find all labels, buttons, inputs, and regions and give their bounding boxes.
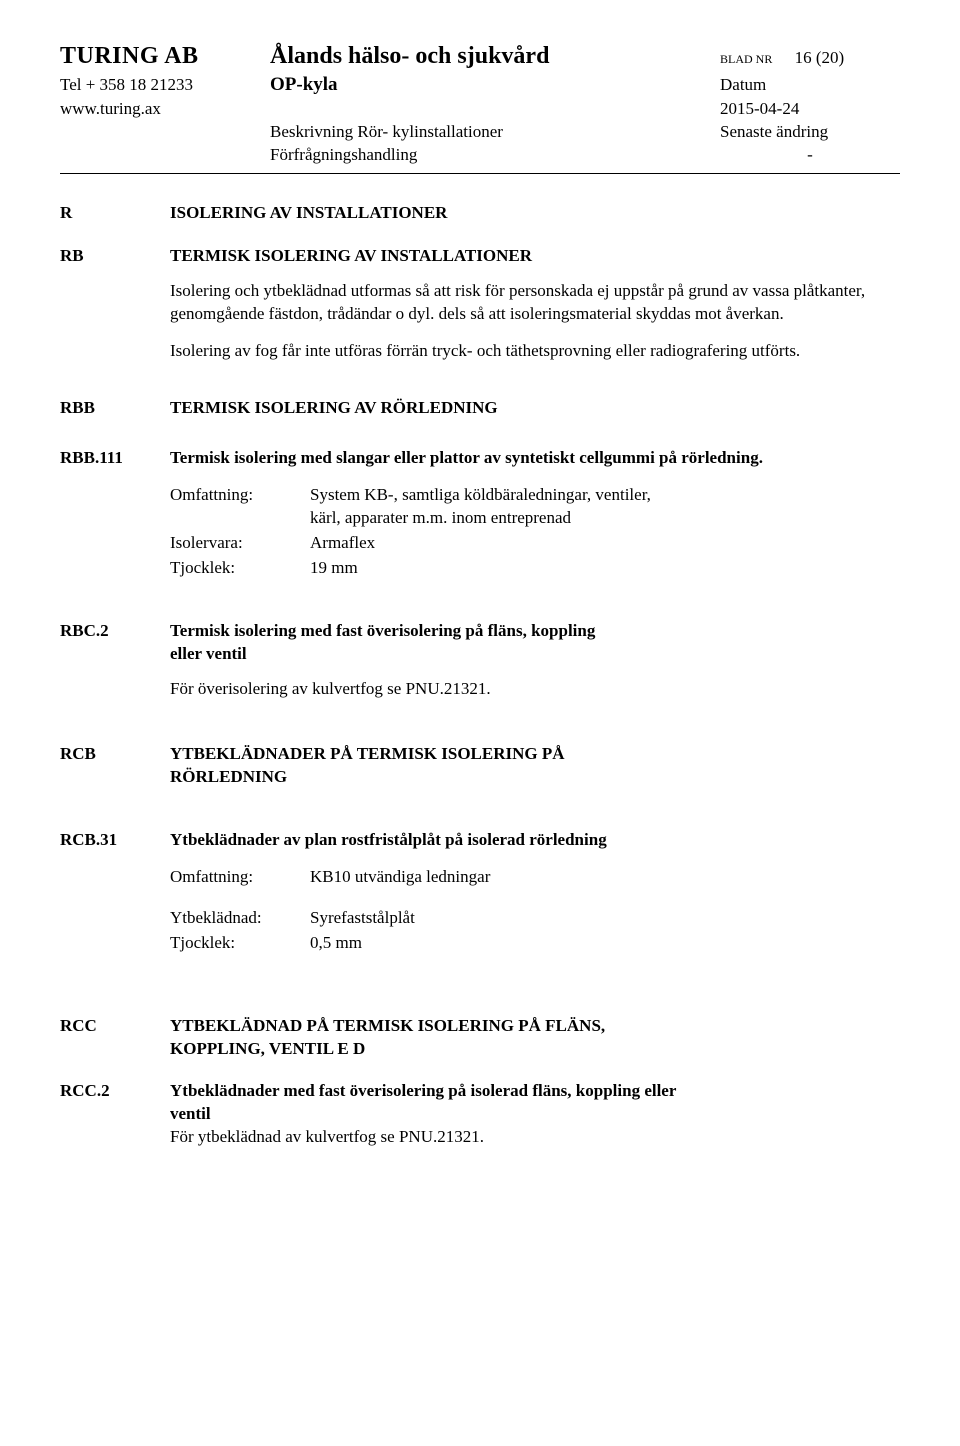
code-rcb: RCB	[60, 743, 170, 789]
title-rb: TERMISK ISOLERING AV INSTALLATIONER	[170, 246, 532, 265]
blad-label: BLAD NR	[720, 52, 772, 66]
section-rbb: RBB TERMISK ISOLERING AV RÖRLEDNING	[60, 397, 900, 420]
rcb31-tjocklek-label: Tjocklek:	[170, 932, 310, 955]
code-r: R	[60, 202, 170, 225]
senaste-label: Senaste ändring	[720, 122, 828, 141]
title-rcb-l1: YTBEKLÄDNADER PÅ TERMISK ISOLERING PÅ	[170, 743, 900, 766]
company-name: TURING AB	[60, 43, 199, 69]
title-rcb31: Ytbeklädnader av plan rostfristålplåt på…	[170, 830, 607, 849]
section-rb: RB TERMISK ISOLERING AV INSTALLATIONER I…	[60, 245, 900, 377]
omfattning-value-l2: kärl, apparater m.m. inom entreprenad	[310, 507, 900, 530]
code-rbb111: RBB.111	[60, 447, 170, 580]
title-rcc2-l2: ventil	[170, 1103, 900, 1126]
rb-para1: Isolering och ytbeklädnad utformas så at…	[170, 280, 900, 326]
title-rcc-l1: YTBEKLÄDNAD PÅ TERMISK ISOLERING PÅ FLÄN…	[170, 1015, 900, 1038]
rcc2-para: För ytbeklädnad av kulvertfog se PNU.213…	[170, 1126, 900, 1149]
rbb111-deflist: Omfattning: System KB-, samtliga köldbär…	[170, 484, 900, 580]
rcb31-deflist2: Ytbeklädnad: Syrefaststålplåt Tjocklek: …	[170, 907, 900, 955]
title-rcc-l2: KOPPLING, VENTIL E D	[170, 1038, 900, 1061]
blad-value: 16 (20)	[795, 48, 845, 67]
org-title: Ålands hälso- och sjukvård	[270, 43, 549, 69]
document-header: TURING AB Ålands hälso- och sjukvård BLA…	[60, 40, 900, 167]
tjocklek-label: Tjocklek:	[170, 557, 310, 580]
datum-value: 2015-04-24	[720, 99, 799, 118]
title-rbc2-l2: eller ventil	[170, 643, 900, 666]
code-rbb: RBB	[60, 397, 170, 420]
header-divider	[60, 173, 900, 174]
title-rbb111: Termisk isolering med slangar eller plat…	[170, 448, 763, 467]
omfattning-label: Omfattning:	[170, 484, 310, 530]
header-dash: -	[807, 145, 813, 164]
datum-label: Datum	[720, 75, 766, 94]
section-rbc2: RBC.2 Termisk isolering med fast överiso…	[60, 620, 900, 715]
rcb31-omfattning-label: Omfattning:	[170, 866, 310, 889]
rcb31-omfattning-value: KB10 utvändiga ledningar	[310, 866, 900, 889]
title-rcc2-l1: Ytbeklädnader med fast överisolering på …	[170, 1080, 900, 1103]
code-rcb31: RCB.31	[60, 829, 170, 955]
title-rbb: TERMISK ISOLERING AV RÖRLEDNING	[170, 398, 498, 417]
section-rcb: RCB YTBEKLÄDNADER PÅ TERMISK ISOLERING P…	[60, 743, 900, 789]
section-rcc2: RCC.2 Ytbeklädnader med fast överisoleri…	[60, 1080, 900, 1149]
code-rb: RB	[60, 245, 170, 377]
doc-subtitle: OP-kyla	[270, 74, 338, 95]
section-rcb31: RCB.31 Ytbeklädnader av plan rostfristål…	[60, 829, 900, 955]
company-www: www.turing.ax	[60, 99, 161, 118]
rcb31-tjocklek-value: 0,5 mm	[310, 932, 900, 955]
rcb31-deflist1: Omfattning: KB10 utvändiga ledningar	[170, 866, 900, 889]
tjocklek-value: 19 mm	[310, 557, 900, 580]
code-rcc: RCC	[60, 1015, 170, 1061]
rb-para2: Isolering av fog får inte utföras förrän…	[170, 340, 900, 363]
header-line3: Beskrivning Rör- kylinstallationer	[270, 122, 503, 141]
isolervara-label: Isolervara:	[170, 532, 310, 555]
section-rbb111: RBB.111 Termisk isolering med slangar el…	[60, 447, 900, 580]
title-rbc2-l1: Termisk isolering med fast överisolering…	[170, 620, 900, 643]
code-rbc2: RBC.2	[60, 620, 170, 715]
header-line4: Förfrågningshandling	[270, 145, 417, 164]
rcb31-ytbekladnad-value: Syrefaststålplåt	[310, 907, 900, 930]
title-r: ISOLERING AV INSTALLATIONER	[170, 203, 447, 222]
rbc2-para: För överisolering av kulvertfog se PNU.2…	[170, 678, 900, 701]
rcb31-ytbekladnad-label: Ytbeklädnad:	[170, 907, 310, 930]
company-tel: Tel + 358 18 21233	[60, 75, 193, 94]
code-rcc2: RCC.2	[60, 1080, 170, 1149]
section-rcc: RCC YTBEKLÄDNAD PÅ TERMISK ISOLERING PÅ …	[60, 1015, 900, 1061]
omfattning-value-l1: System KB-, samtliga köldbäraledningar, …	[310, 484, 900, 507]
isolervara-value: Armaflex	[310, 532, 900, 555]
title-rcb-l2: RÖRLEDNING	[170, 766, 900, 789]
section-r: R ISOLERING AV INSTALLATIONER	[60, 202, 900, 225]
